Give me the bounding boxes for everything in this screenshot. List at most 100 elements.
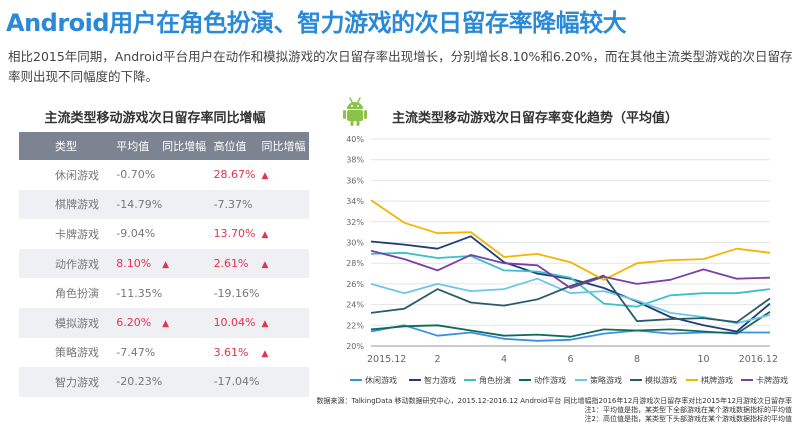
legend-label: 智力游戏	[424, 375, 456, 385]
x-tick-label: 10	[697, 354, 709, 365]
cell-max-yoy	[261, 278, 309, 308]
source-note-2: 注2：高位值是指，某类型下头部游戏在某个游戏数据指标的平均值	[584, 415, 792, 423]
increase-triangle-icon: ▲	[261, 171, 269, 182]
legend-label: 模拟游戏	[645, 375, 677, 385]
android-robot-icon	[343, 97, 367, 126]
y-tick-label: 36%	[346, 176, 364, 185]
cell-avg: -7.47%	[116, 337, 163, 368]
legend-label: 角色扮演	[479, 375, 511, 385]
source-note-1: 注1：平均值是指，某类型下全部游戏在某个游戏数据指标的平均值	[584, 406, 792, 414]
cell-type: 模拟游戏	[19, 307, 117, 338]
legend-label: 棋牌游戏	[701, 375, 733, 385]
cell-max: 13.70%	[213, 219, 262, 249]
retention-yoy-table: 类型 平均值 同比增幅 高位值 同比增幅 休闲游戏 -0.70% 28.67% ▲ 棋牌…	[19, 132, 309, 397]
cell-type: 动作游戏	[19, 248, 117, 279]
series-line-3	[370, 311, 771, 338]
cell-max: 3.61%	[213, 337, 262, 368]
table-row: 模拟游戏 6.20% ▲ 10.04% ▲	[19, 307, 309, 338]
table-row: 棋牌游戏 -14.79% -7.37%	[19, 189, 309, 220]
cell-avg-yoy	[162, 278, 214, 308]
cell-avg: 6.20%	[116, 307, 163, 338]
table-title: 主流类型移动游戏次日留存率同比增幅	[44, 111, 266, 126]
header-max: 高位值	[213, 132, 262, 160]
y-tick-label: 26%	[346, 280, 364, 289]
y-tick-label: 24%	[346, 301, 364, 310]
series-line-2	[370, 251, 771, 308]
increase-triangle-icon: ▲	[261, 348, 269, 359]
increase-triangle-icon: ▲	[162, 260, 170, 271]
increase-triangle-icon: ▲	[261, 319, 269, 330]
cell-avg: 8.10%	[116, 248, 163, 279]
cell-avg-yoy	[162, 219, 214, 249]
series-line-4	[370, 277, 771, 325]
cell-avg-yoy: ▲	[162, 307, 214, 338]
x-tick-label: 8	[634, 354, 640, 365]
x-tick-label: 2015.12	[367, 354, 406, 365]
cell-type: 智力游戏	[19, 367, 117, 397]
cell-max-yoy	[261, 189, 309, 220]
increase-triangle-icon: ▲	[162, 319, 170, 330]
y-tick-label: 28%	[346, 259, 364, 268]
cell-avg-yoy: ▲	[162, 248, 214, 279]
legend-label: 休闲游戏	[365, 375, 397, 385]
y-tick-label: 40%	[346, 135, 364, 144]
cell-avg-yoy	[162, 367, 214, 397]
table-row: 休闲游戏 -0.70% 28.67% ▲	[19, 160, 309, 190]
x-tick-label: 2	[434, 354, 440, 365]
y-tick-label: 30%	[346, 239, 364, 248]
header-avg: 平均值	[116, 132, 163, 160]
header-avg-yoy: 同比增幅	[162, 132, 214, 160]
cell-type: 卡牌游戏	[19, 219, 117, 249]
cell-max: -7.37%	[213, 189, 262, 220]
series-line-0	[370, 324, 770, 342]
cell-max: -19.16%	[213, 278, 262, 308]
x-tick-label: 4	[501, 354, 507, 365]
y-tick-label: 20%	[346, 342, 364, 351]
y-tick-label: 38%	[346, 156, 364, 165]
y-tick-label: 22%	[346, 321, 364, 330]
table-body: 休闲游戏 -0.70% 28.67% ▲ 棋牌游戏 -14.79% -7.37% 卡牌游戏 -9…	[19, 160, 309, 397]
cell-type: 策略游戏	[19, 337, 117, 368]
source-main: 数据来源：TalkingData 移动数据研究中心，2015.12-2016.1…	[316, 397, 792, 405]
cell-max-yoy: ▲	[261, 337, 309, 368]
data-source: 数据来源：TalkingData 移动数据研究中心，2015.12-2016.1…	[316, 397, 792, 424]
cell-max: 2.61%	[213, 248, 262, 279]
page-subtitle: 相比2015年同期，Android平台用户在动作和模拟游戏的次日留存率出现增长，…	[8, 49, 793, 84]
retention-trend-chart: 20% 22% 24% 26% 28% 30% 32% 34% 36% 38% 40% 2015.12…	[346, 135, 788, 385]
cell-max-yoy	[261, 367, 309, 397]
series-line-6	[370, 199, 771, 281]
cell-avg-yoy	[162, 160, 214, 190]
table-row: 智力游戏 -20.23% -17.04%	[19, 367, 309, 397]
header-max-yoy: 同比增幅	[261, 132, 309, 160]
legend-label: 卡牌游戏	[756, 375, 788, 385]
cell-max-yoy: ▲	[261, 248, 309, 279]
cell-type: 休闲游戏	[19, 160, 117, 190]
x-tick-label: 6	[567, 354, 573, 365]
cell-max: 28.67%	[213, 160, 262, 190]
increase-triangle-icon: ▲	[261, 230, 269, 241]
table-header-row: 类型 平均值 同比增幅 高位值 同比增幅	[19, 132, 309, 160]
table-row: 策略游戏 -7.47% 3.61% ▲	[19, 337, 309, 368]
table-row: 卡牌游戏 -9.04% 13.70% ▲	[19, 219, 309, 249]
cell-max-yoy: ▲	[261, 160, 309, 190]
series-line-7	[370, 249, 771, 289]
cell-max-yoy: ▲	[261, 307, 309, 338]
page-title: Android用户在角色扮演、智力游戏的次日留存率降幅较大	[6, 9, 627, 37]
cell-avg: -0.70%	[116, 160, 163, 190]
table-row: 角色扮演 -11.35% -19.16%	[19, 278, 309, 308]
cell-max: 10.04%	[213, 307, 262, 338]
table-row: 动作游戏 8.10% ▲ 2.61% ▲	[19, 248, 309, 279]
cell-type: 棋牌游戏	[19, 189, 117, 220]
cell-avg: -11.35%	[116, 278, 163, 308]
series-line-5	[370, 274, 771, 324]
x-tick-label: 2016.12	[739, 354, 778, 365]
cell-avg-yoy	[162, 337, 214, 368]
legend-label: 策略游戏	[590, 375, 622, 385]
cell-max-yoy: ▲	[261, 219, 309, 249]
y-tick-label: 32%	[346, 218, 364, 227]
header-type: 类型	[19, 132, 117, 160]
cell-avg: -20.23%	[116, 367, 163, 397]
cell-max: -17.04%	[213, 367, 262, 397]
cell-avg-yoy	[162, 189, 214, 220]
y-tick-label: 34%	[346, 197, 364, 206]
